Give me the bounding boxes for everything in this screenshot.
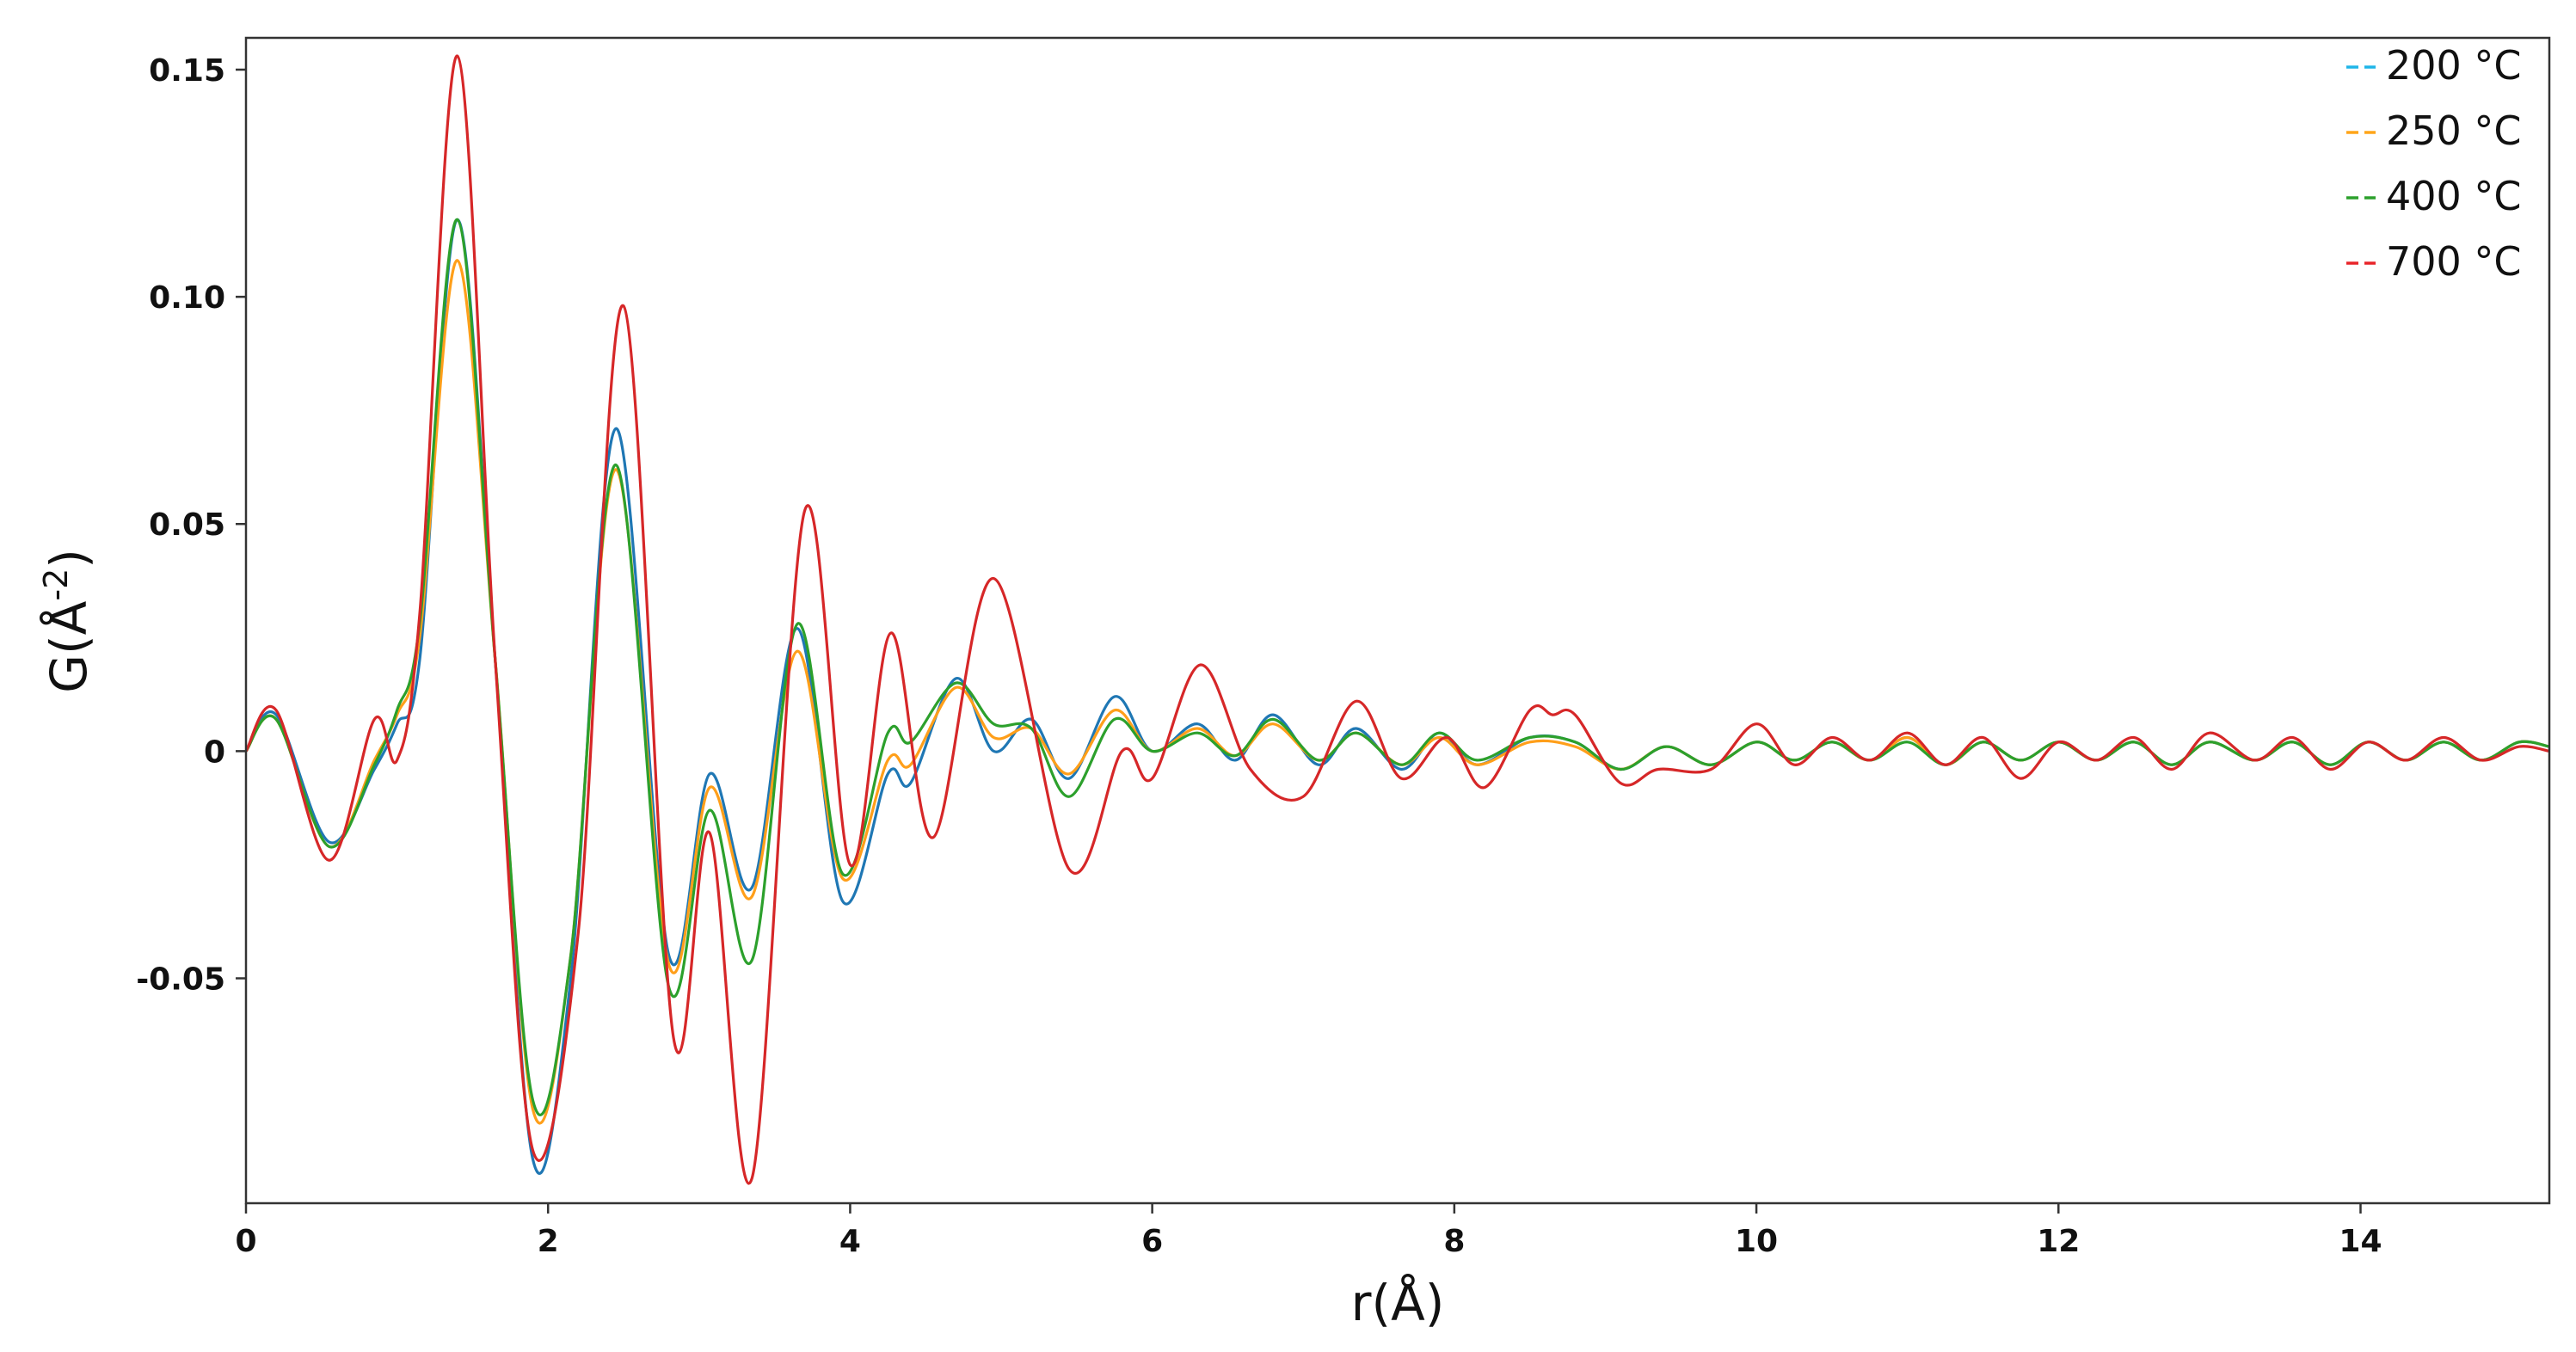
legend: 200 °C 250 °C 400 °C 700 °C [2346,42,2522,285]
y-tick-label: 0.05 [149,507,225,543]
y-tick-label: 0.10 [149,280,225,316]
y-axis-ticks: -0.05 0 0.05 0.10 0.15 [136,53,246,998]
x-axis-title: r(Å) [1351,1273,1445,1332]
legend-label: 400 °C [2386,173,2522,219]
series-line-700-c [246,54,2549,1185]
legend-label: 200 °C [2386,42,2522,89]
x-tick-label: 14 [2339,1224,2382,1259]
plot-frame [244,36,2551,1205]
series-layer [246,54,2549,1185]
x-tick-label: 4 [839,1224,861,1259]
x-tick-label: 0 [235,1224,256,1259]
y-tick-label: 0 [204,734,225,770]
x-tick-label: 10 [1735,1224,1778,1259]
y-axis-title-close: ) [40,549,98,568]
y-axis-title: G(Å-2) [37,549,98,693]
x-tick-label: 12 [2037,1224,2080,1259]
y-axis-title-superscript: -2 [37,568,75,601]
x-tick-label: 2 [538,1224,559,1259]
x-axis-ticks: 0 2 4 6 8 10 12 14 [235,1203,2382,1259]
legend-label: 700 °C [2386,238,2522,285]
x-tick-label: 8 [1443,1224,1465,1259]
y-tick-label: -0.05 [136,962,225,998]
legend-label: 250 °C [2386,108,2522,154]
y-axis-title-main: G(Å [39,600,98,693]
y-tick-label: 0.15 [149,53,225,89]
x-tick-label: 6 [1141,1224,1163,1259]
